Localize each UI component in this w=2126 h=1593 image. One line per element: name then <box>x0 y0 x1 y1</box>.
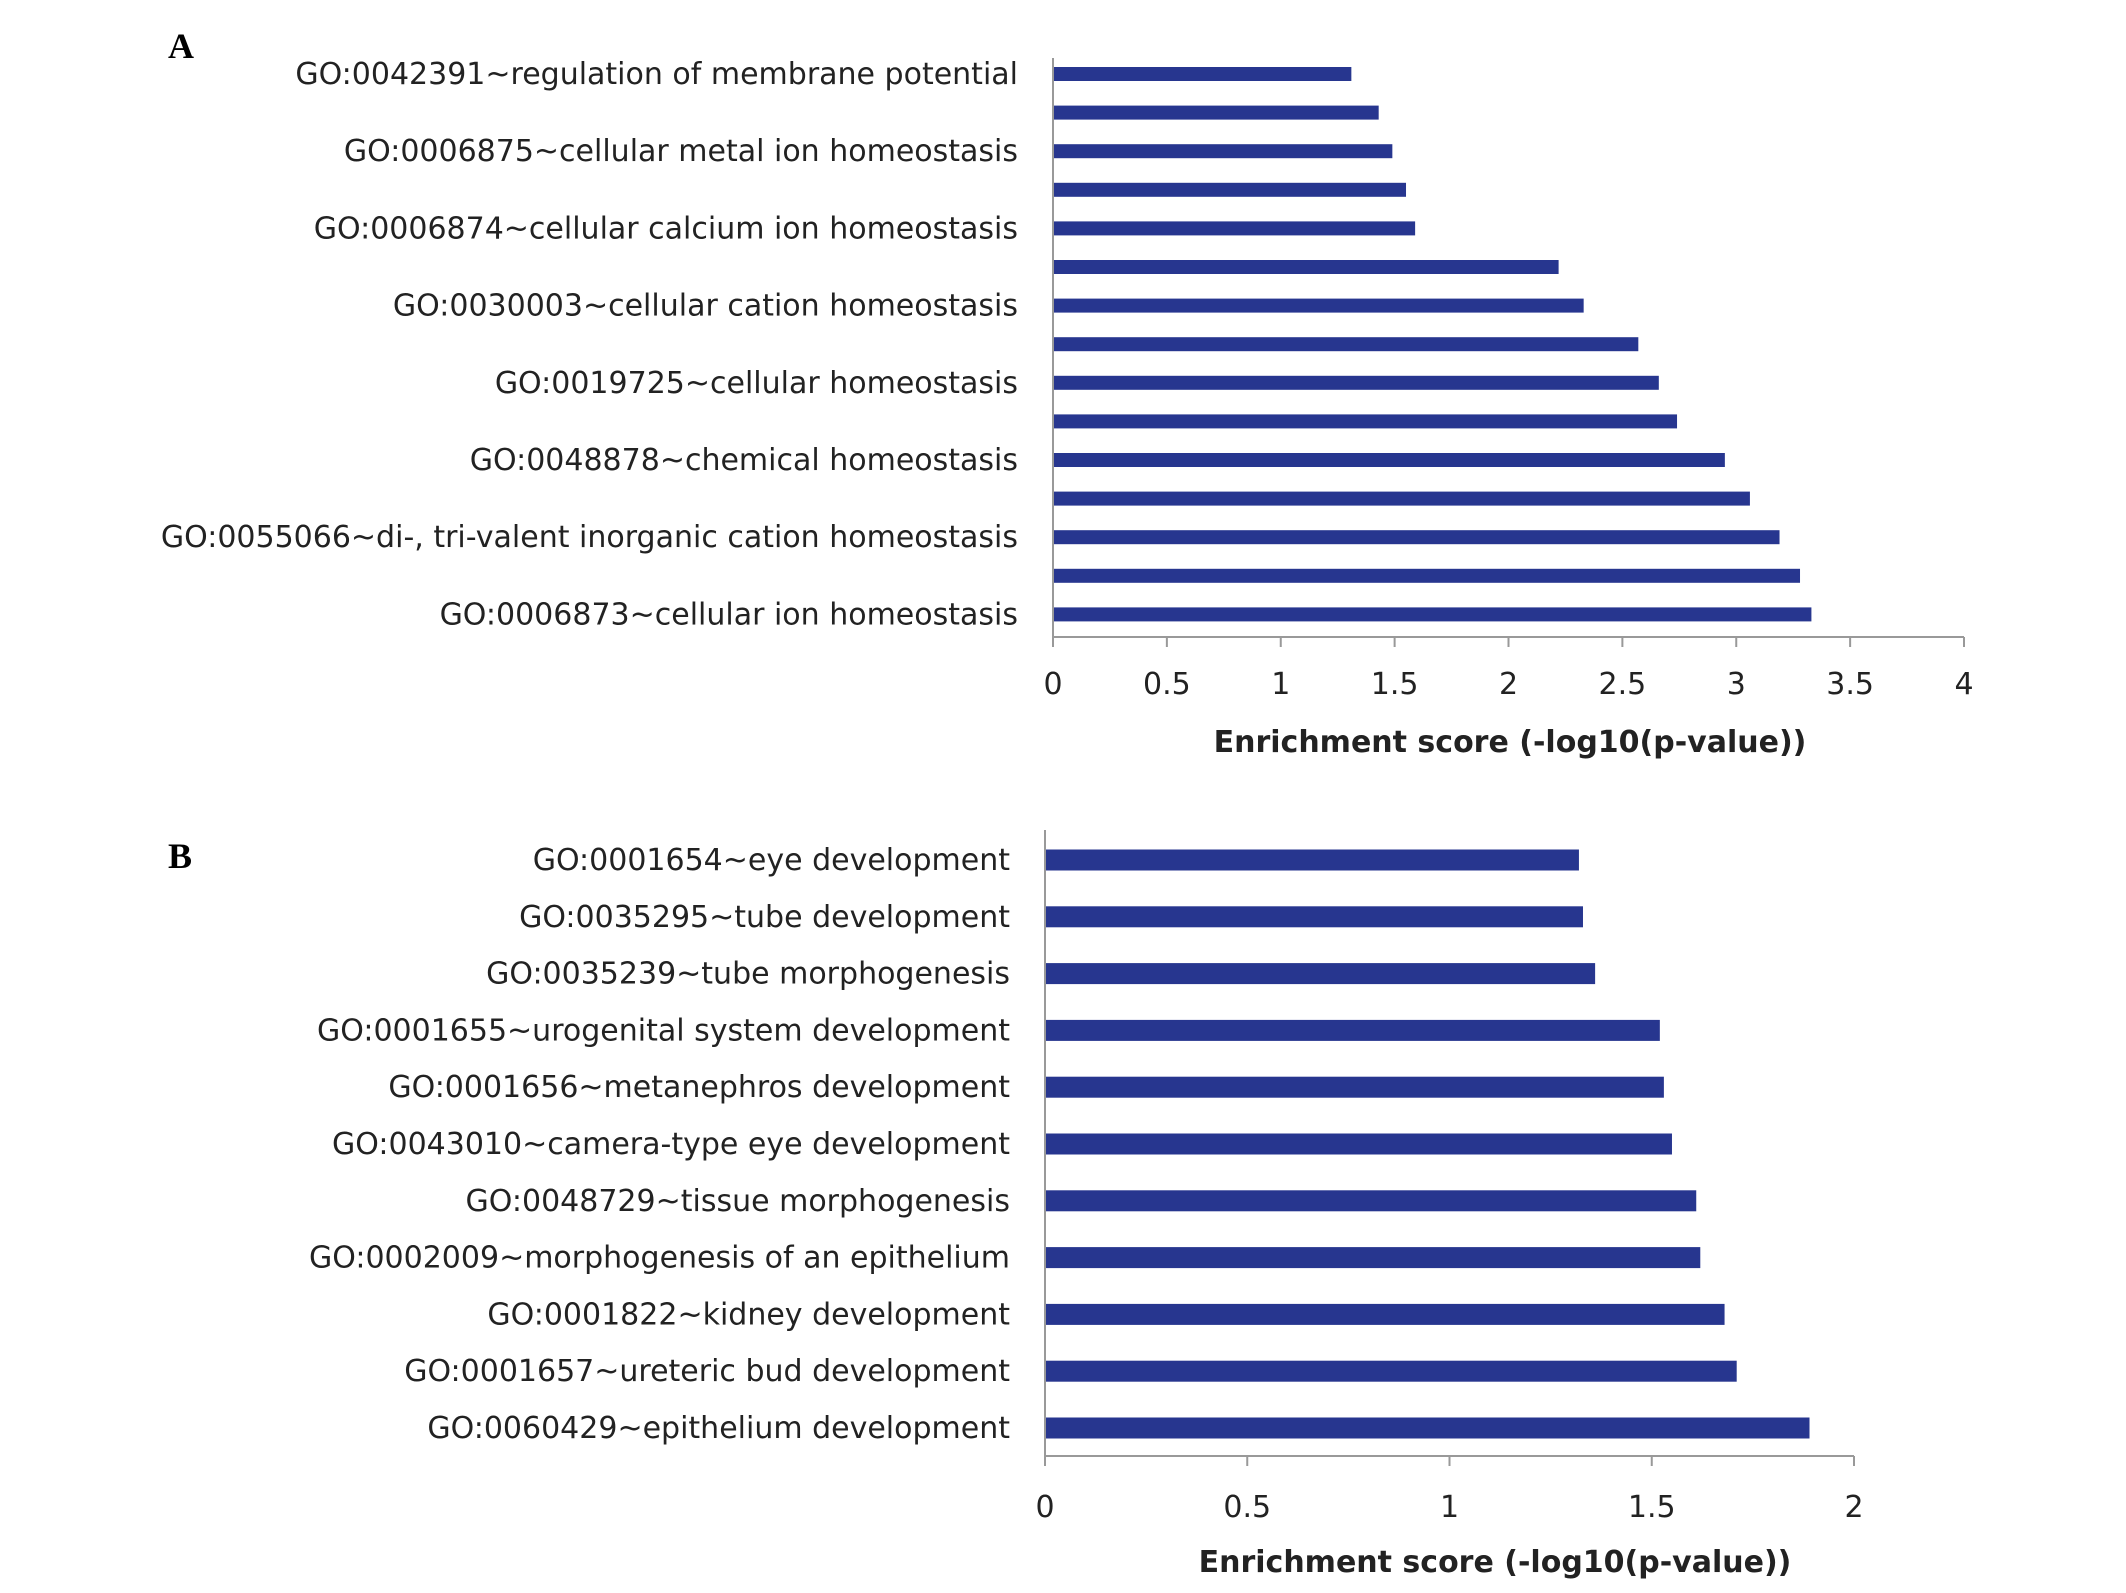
category-label: GO:0019725~cellular homeostasis <box>495 366 1018 401</box>
category-label: GO:0006873~cellular ion homeostasis <box>440 597 1018 632</box>
panel-a-category-labels: GO:0042391~regulation of membrane potent… <box>161 57 1018 632</box>
x-tick-label: 3 <box>1727 667 1746 702</box>
x-tick-label: 1.5 <box>1371 667 1419 702</box>
bar <box>1045 1247 1701 1269</box>
panel-a-x-axis: 0 0.5 1 1.5 2 2.5 3 3.5 4 <box>1043 58 1974 702</box>
x-tick-label: 0 <box>1035 1490 1054 1525</box>
panel-b-category-labels: GO:0001654~eye development GO:0035295~tub… <box>309 843 1010 1446</box>
bar <box>1053 67 1352 81</box>
panel-a-letter: A <box>168 26 194 66</box>
bar <box>1053 182 1407 197</box>
category-label: GO:0035239~tube morphogenesis <box>486 957 1010 992</box>
category-label: GO:0060429~epithelium development <box>427 1411 1010 1446</box>
category-label: GO:0001656~metanephros development <box>388 1070 1010 1105</box>
category-label: GO:0001654~eye development <box>533 843 1011 878</box>
bar <box>1053 568 1801 583</box>
x-tick-label: 3.5 <box>1826 667 1874 702</box>
bar <box>1045 963 1596 985</box>
x-tick-label: 4 <box>1954 667 1973 702</box>
bar <box>1045 1417 1810 1439</box>
category-label: GO:0001655~urogenital system development <box>317 1013 1010 1048</box>
panel-b-chart: B GO:0001654~eye development GO:0035295~t… <box>168 830 1864 1580</box>
bar <box>1045 906 1583 928</box>
x-tick-label: 1 <box>1271 667 1290 702</box>
category-label: GO:0006874~cellular calcium ion homeosta… <box>314 211 1018 246</box>
category-label: GO:0001657~ureteric bud development <box>404 1354 1010 1389</box>
panel-b-letter: B <box>168 836 192 876</box>
category-label: GO:0048729~tissue morphogenesis <box>466 1184 1010 1219</box>
bar <box>1053 260 1559 274</box>
bar <box>1045 1133 1672 1155</box>
category-label: GO:0002009~morphogenesis of an epitheliu… <box>309 1241 1010 1276</box>
panel-b-x-axis-title: Enrichment score (-log10(p-value)) <box>1199 1545 1792 1580</box>
x-tick-label: 2 <box>1499 667 1518 702</box>
bar <box>1053 144 1393 159</box>
category-label: GO:0001822~kidney development <box>487 1297 1010 1332</box>
panel-b-bars <box>1045 849 1810 1439</box>
bar <box>1053 607 1812 622</box>
x-tick-label: 0 <box>1043 667 1062 702</box>
bar <box>1053 221 1416 236</box>
panel-a-chart: A GO:0042391~regulation of membrane pote… <box>161 26 1974 760</box>
bar <box>1053 414 1678 429</box>
category-label: GO:0048878~chemical homeostasis <box>470 443 1018 478</box>
bar <box>1045 849 1579 871</box>
bar <box>1053 530 1780 545</box>
bar <box>1045 1190 1697 1212</box>
bar <box>1053 298 1584 313</box>
category-label: GO:0006875~cellular metal ion homeostasi… <box>344 134 1018 169</box>
bar <box>1045 1019 1660 1041</box>
x-tick-label: 0.5 <box>1223 1490 1271 1525</box>
bar <box>1053 453 1725 467</box>
x-tick-label: 1 <box>1440 1490 1459 1525</box>
x-tick-label: 0.5 <box>1143 667 1191 702</box>
bar <box>1053 491 1750 506</box>
panel-a-bars <box>1053 67 1812 622</box>
category-label: GO:0030003~cellular cation homeostasis <box>393 289 1018 324</box>
bar <box>1053 105 1379 120</box>
panel-a-x-axis-title: Enrichment score (-log10(p-value)) <box>1214 725 1807 760</box>
x-tick-label: 1.5 <box>1628 1490 1676 1525</box>
bar <box>1045 1076 1664 1098</box>
category-label: GO:0055066~di-, tri-valent inorganic cat… <box>161 520 1018 555</box>
category-label: GO:0035295~tube development <box>519 900 1010 935</box>
bar <box>1045 1360 1737 1382</box>
bar <box>1045 1303 1725 1325</box>
bar <box>1053 337 1639 352</box>
panel-b-x-axis: 0 0.5 1 1.5 2 <box>1035 830 1864 1525</box>
category-label: GO:0042391~regulation of membrane potent… <box>295 57 1018 92</box>
x-tick-label: 2 <box>1844 1490 1863 1525</box>
bar <box>1053 375 1659 390</box>
category-label: GO:0043010~camera-type eye development <box>332 1127 1010 1162</box>
x-tick-label: 2.5 <box>1599 667 1647 702</box>
